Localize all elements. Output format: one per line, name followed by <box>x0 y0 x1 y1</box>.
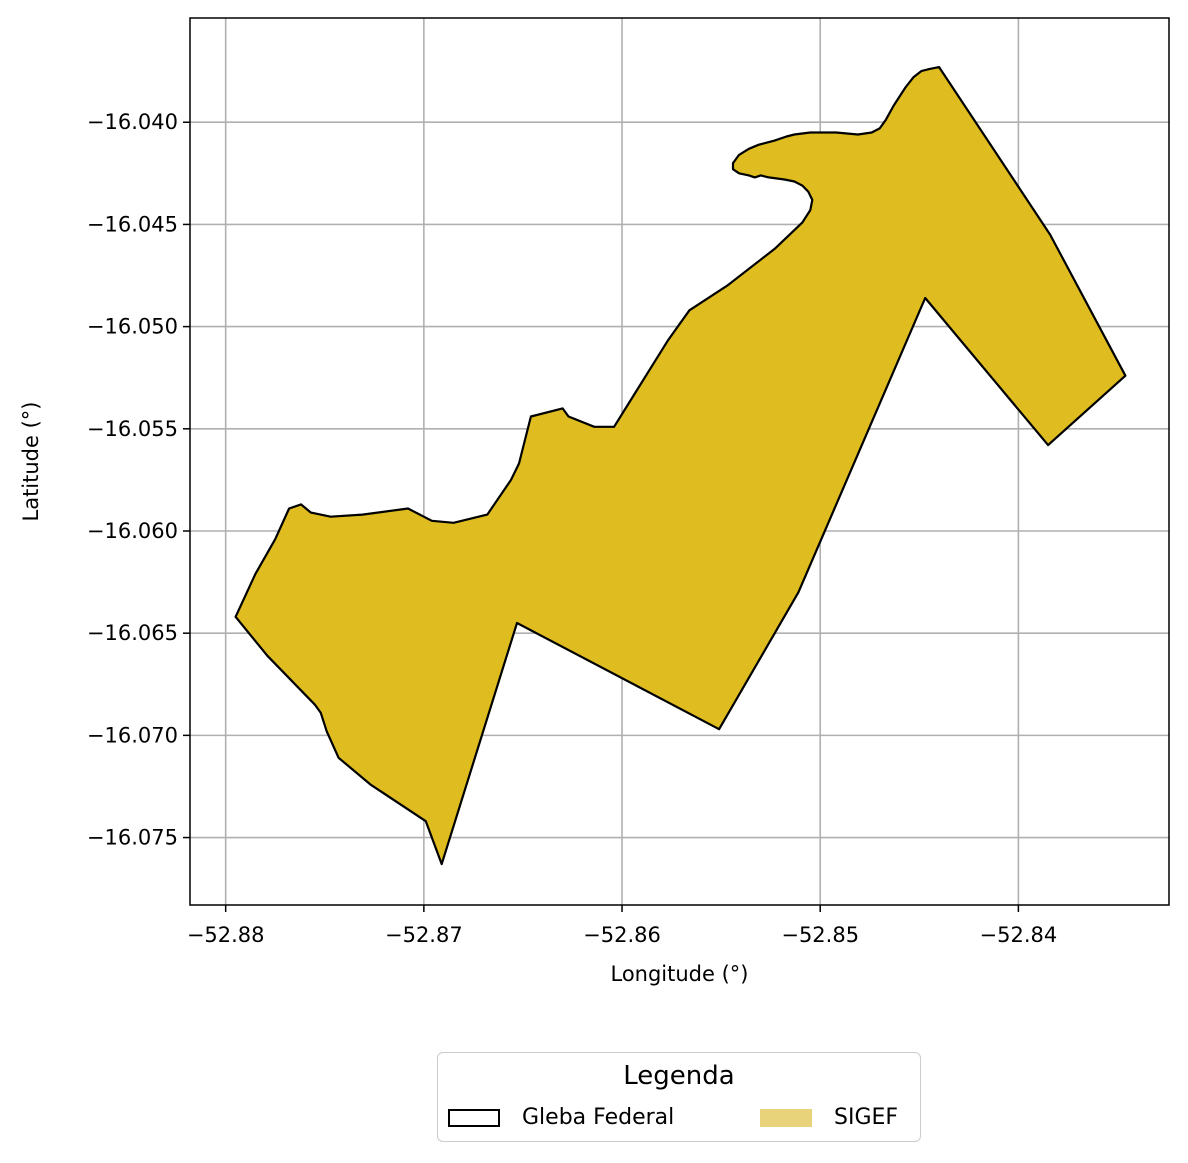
tick-layer: −52.88 −52.87 −52.86 −52.85 −52.84 −16.040 −16… <box>87 110 1057 947</box>
legend-title: Legenda <box>623 1061 735 1091</box>
x-tick-label: −52.84 <box>980 923 1058 947</box>
y-axis-label: Latitude (°) <box>19 402 43 522</box>
y-tick-label: −16.065 <box>87 621 178 645</box>
x-tick-label: −52.87 <box>385 923 463 947</box>
x-tick-label: −52.88 <box>187 923 265 947</box>
y-tick-label: −16.050 <box>87 315 178 339</box>
legend-entry-sigef: SIGEF <box>760 1105 898 1130</box>
plot-frame <box>189 17 1170 906</box>
data-layer <box>234 65 1127 866</box>
sigef-polygon <box>234 65 1127 866</box>
legend-label-sigef: SIGEF <box>834 1105 899 1130</box>
legend: Legenda Gleba Federal SIGEF <box>437 1052 921 1142</box>
y-tick-label: −16.055 <box>87 417 178 441</box>
legend-label-gleba-federal: Gleba Federal <box>522 1105 675 1130</box>
y-tick-label: −16.045 <box>87 212 178 236</box>
y-tick-label: −16.060 <box>87 519 178 543</box>
y-tick-label: −16.075 <box>87 826 178 850</box>
x-tick-label: −52.86 <box>583 923 661 947</box>
x-axis-label: Longitude (°) <box>610 962 748 986</box>
x-tick-label: −52.85 <box>781 923 859 947</box>
legend-swatch-sigef <box>760 1108 812 1127</box>
legend-entry-gleba-federal: Gleba Federal <box>448 1105 674 1130</box>
y-tick-label: −16.070 <box>87 723 178 747</box>
legend-swatch-gleba-federal <box>448 1108 500 1127</box>
y-tick-label: −16.040 <box>87 110 178 134</box>
